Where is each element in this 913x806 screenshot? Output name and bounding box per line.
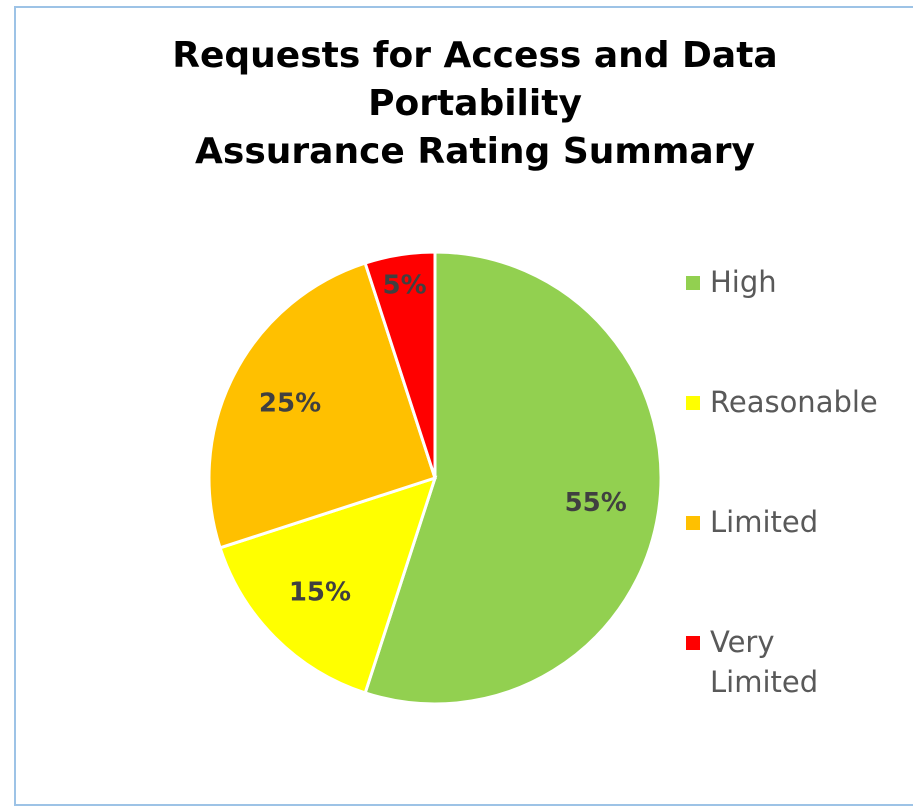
legend-label: Limited — [710, 505, 819, 539]
legend-item: Very Limited — [686, 622, 860, 702]
pie-slice — [363, 250, 437, 479]
legend-item: High — [686, 262, 860, 302]
legend-swatch — [686, 396, 700, 410]
legend-swatch — [686, 276, 700, 290]
legend-item: Limited — [686, 502, 860, 542]
data-label: 15% — [289, 578, 351, 608]
legend-label: Very Limited — [710, 625, 819, 699]
chart-title: Requests for Access and Data Portability… — [115, 32, 835, 176]
data-label: 5% — [383, 271, 427, 301]
data-label: 55% — [565, 488, 627, 518]
pie-slice — [363, 250, 663, 706]
data-label: 25% — [259, 389, 321, 419]
legend-item: Reasonable — [686, 382, 878, 422]
pie-slice — [207, 261, 437, 550]
legend-label: Reasonable — [710, 385, 878, 419]
legend-label: High — [710, 265, 777, 299]
legend-swatch — [686, 516, 700, 530]
legend-swatch — [686, 636, 700, 650]
title-line: Requests for Access and Data Portability — [172, 35, 778, 124]
title-line: Assurance Rating Summary — [195, 131, 755, 172]
